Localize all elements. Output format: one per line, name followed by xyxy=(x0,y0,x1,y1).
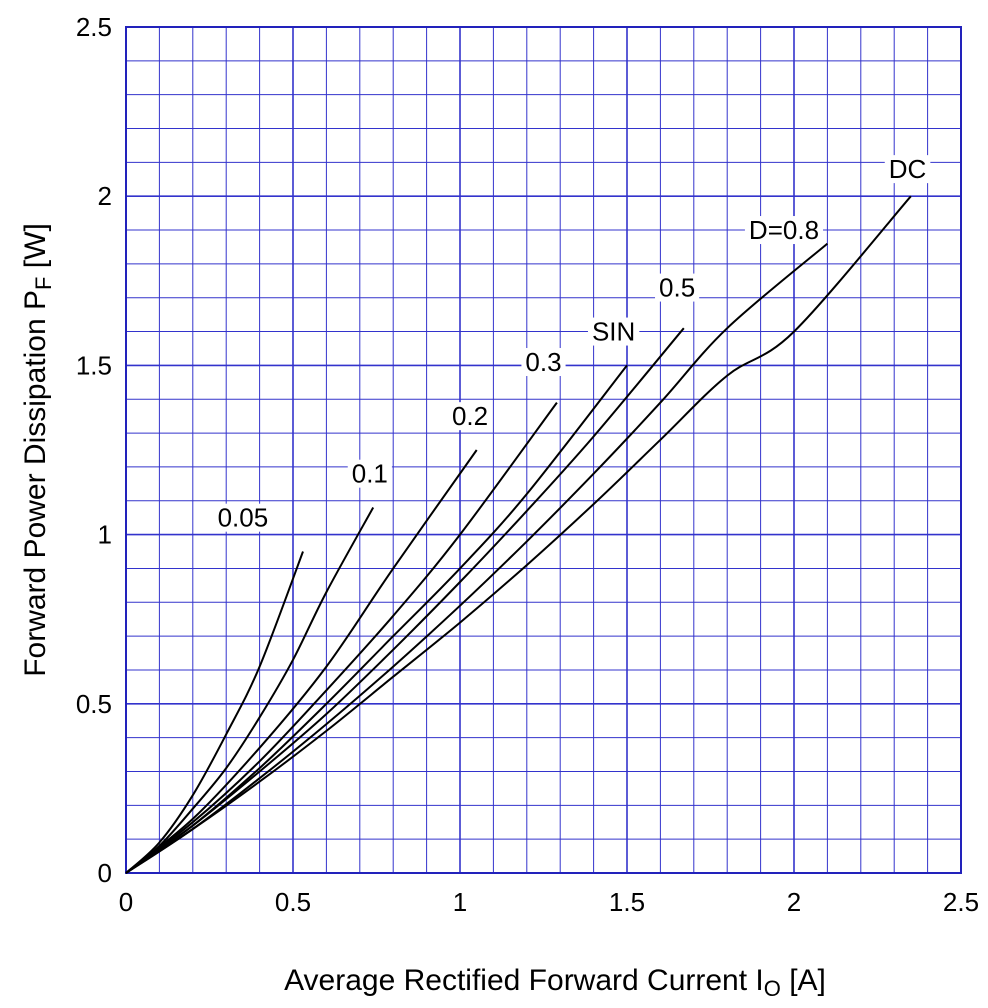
x-tick-label: 1.5 xyxy=(609,887,645,917)
series-label-sin: SIN xyxy=(587,317,640,347)
y-tick-label: 2.5 xyxy=(76,12,112,42)
series-label-text: D=0.8 xyxy=(749,215,819,245)
curve-labels: 0.05 0.1 0.2 0.3 SIN 0.5 D=0.8 DC xyxy=(213,154,931,533)
series-label-0-2: 0.2 xyxy=(447,401,493,431)
series-label-text: 0.1 xyxy=(352,459,388,489)
series-label-background xyxy=(744,216,824,245)
series-line-0-3 xyxy=(125,402,558,874)
series-label-background xyxy=(347,459,392,488)
series-label-background xyxy=(447,402,493,431)
plot-frame xyxy=(125,26,962,874)
tick-labels: 0 0.5 1 1.5 2 2.5 0 0.5 1 1.5 2 2.5 xyxy=(76,12,979,917)
y-tick-label: 1 xyxy=(98,520,112,550)
x-tick-label: 1 xyxy=(453,887,467,917)
series-label-text: 0.3 xyxy=(525,347,561,377)
series-label-background xyxy=(884,155,931,184)
series-label-text: DC xyxy=(889,154,927,184)
series-label-0-5: 0.5 xyxy=(655,273,700,303)
y-tick-label: 2 xyxy=(98,181,112,211)
series-line-dc xyxy=(125,195,912,874)
x-tick-label: 2 xyxy=(787,887,801,917)
series-label-text: 0.5 xyxy=(659,273,695,303)
series-label-text: 0.05 xyxy=(218,503,269,533)
series-line-0-1 xyxy=(125,507,375,874)
x-axis-title: Average Rectified Forward Current IO [A] xyxy=(284,964,826,1001)
series-label-0-05: 0.05 xyxy=(213,503,273,533)
series-label-background xyxy=(655,273,700,302)
series-line-0-2 xyxy=(125,449,478,874)
series-label-dc: DC xyxy=(884,154,931,184)
x-tick-label: 0 xyxy=(119,887,133,917)
x-tick-label: 0.5 xyxy=(275,887,311,917)
y-tick-label: 0 xyxy=(98,858,112,888)
series-line-d-0-8 xyxy=(125,242,829,874)
x-tick-label: 2.5 xyxy=(943,887,979,917)
series-line-0-5 xyxy=(125,327,685,874)
series-label-text: 0.2 xyxy=(452,401,488,431)
series-line-0-05 xyxy=(125,551,304,874)
y-tick-label: 1.5 xyxy=(76,350,112,380)
series-label-background xyxy=(521,348,566,377)
y-tick-label: 0.5 xyxy=(76,689,112,719)
curves xyxy=(125,195,912,874)
series-label-0-1: 0.1 xyxy=(347,459,392,489)
series-label-text: SIN xyxy=(592,317,635,347)
series-label-background xyxy=(213,503,273,532)
series-label-background xyxy=(587,317,640,346)
series-label-0-3: 0.3 xyxy=(521,347,566,377)
series-label-d-0-8: D=0.8 xyxy=(744,215,824,245)
y-axis-title: Forward Power Dissipation PF [W] xyxy=(19,223,56,677)
